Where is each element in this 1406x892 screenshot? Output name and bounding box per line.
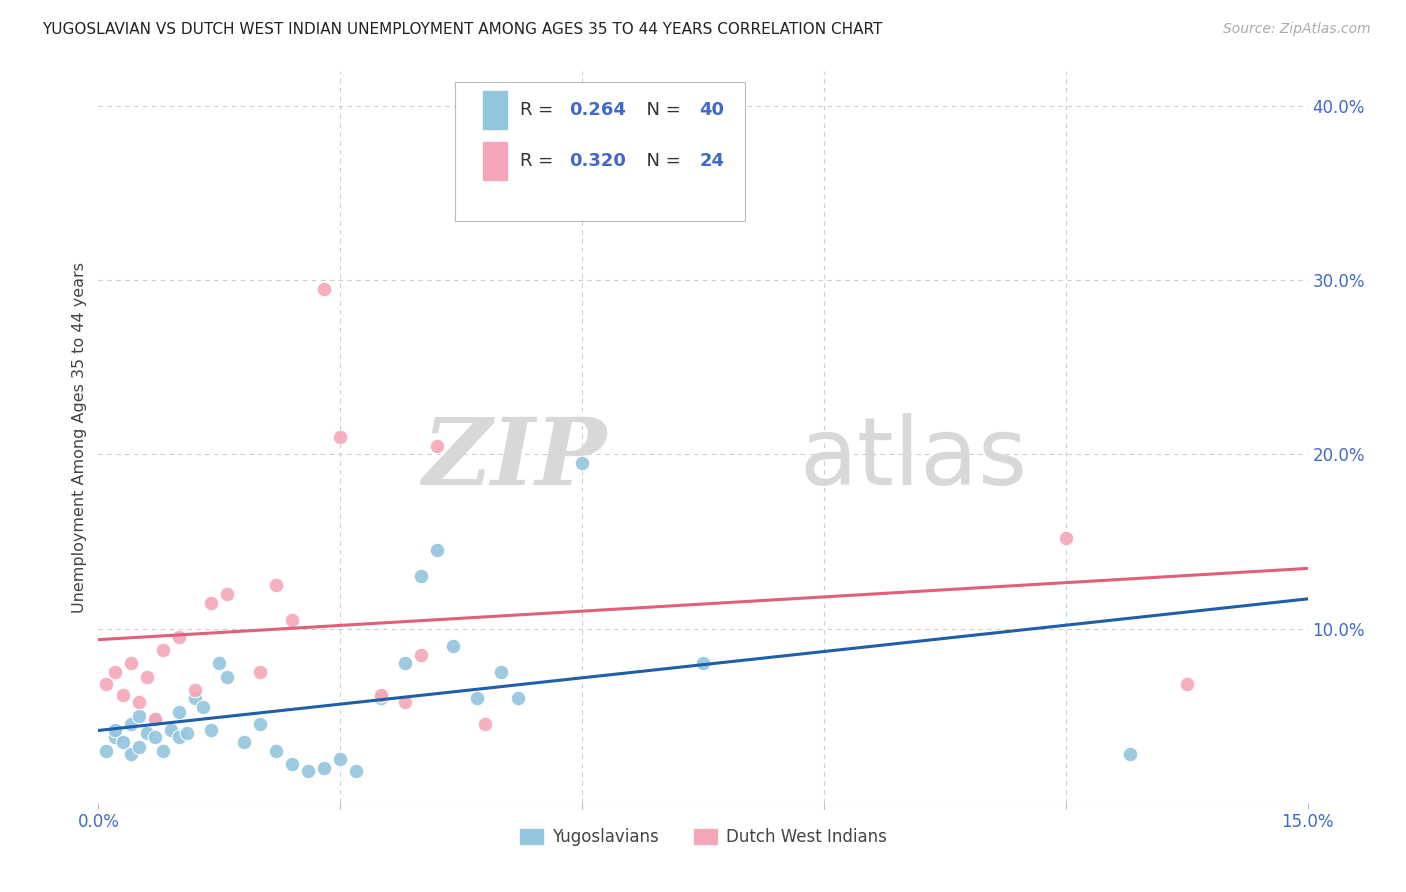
Point [167, 705, 190, 719]
Point [167, 730, 190, 744]
Point [394, 695, 416, 709]
Point [193, 700, 215, 714]
Legend: Yugoslavians, Dutch West Indians: Yugoslavians, Dutch West Indians [513, 822, 893, 853]
Bar [482, 90, 509, 130]
Point [314, 761, 336, 775]
Point [120, 717, 142, 731]
Point [249, 665, 271, 680]
Point [143, 712, 166, 726]
Point [692, 657, 714, 671]
Point [281, 613, 304, 627]
Point [1054, 531, 1077, 545]
Text: 0.264: 0.264 [569, 101, 626, 119]
Text: N =: N = [636, 152, 686, 170]
Point [120, 657, 142, 671]
Point [491, 665, 513, 680]
Point [370, 688, 392, 702]
Point [96, 743, 118, 757]
Point [120, 747, 142, 761]
Point [281, 757, 304, 772]
Point [394, 657, 416, 671]
Point [329, 752, 352, 766]
Point [297, 764, 319, 779]
Point [143, 730, 166, 744]
Point [465, 691, 488, 706]
Point [264, 578, 287, 592]
Point [184, 691, 207, 706]
Point [160, 723, 183, 737]
Point [441, 639, 464, 653]
Point [128, 695, 150, 709]
Text: 0.320: 0.320 [569, 152, 626, 170]
Point [135, 726, 157, 740]
Point [200, 595, 222, 609]
Point [135, 670, 157, 684]
Point [111, 735, 134, 749]
Point [208, 657, 231, 671]
Text: 40: 40 [699, 101, 724, 119]
Point [426, 439, 449, 453]
Point [1175, 677, 1198, 691]
Point [409, 569, 432, 583]
Point [409, 648, 432, 662]
Point [506, 691, 529, 706]
Point [103, 665, 125, 680]
Point [200, 723, 222, 737]
Text: N =: N = [636, 101, 686, 119]
Point [249, 717, 271, 731]
Point [344, 764, 367, 779]
Text: YUGOSLAVIAN VS DUTCH WEST INDIAN UNEMPLOYMENT AMONG AGES 35 TO 44 YEARS CORRELAT: YUGOSLAVIAN VS DUTCH WEST INDIAN UNEMPLO… [42, 22, 883, 37]
FancyBboxPatch shape [456, 82, 745, 221]
Point [217, 587, 239, 601]
Point [103, 723, 125, 737]
Point [474, 717, 496, 731]
Point [176, 726, 198, 740]
Point [167, 631, 190, 645]
Point [96, 677, 118, 691]
Point [143, 712, 166, 726]
Point [264, 743, 287, 757]
Point [128, 708, 150, 723]
Point [217, 670, 239, 684]
Point [1119, 747, 1142, 761]
Point [152, 743, 174, 757]
Point [111, 688, 134, 702]
Y-axis label: Unemployment Among Ages 35 to 44 years: Unemployment Among Ages 35 to 44 years [72, 261, 87, 613]
Point [370, 691, 392, 706]
Text: atlas: atlas [800, 413, 1028, 505]
Bar [482, 141, 509, 181]
Text: R =: R = [520, 101, 560, 119]
Text: ZIP: ZIP [422, 414, 606, 504]
Point [103, 730, 125, 744]
Point [426, 543, 449, 558]
Point [152, 642, 174, 657]
Point [184, 682, 207, 697]
Point [232, 735, 254, 749]
Point [571, 456, 593, 470]
Text: 24: 24 [699, 152, 724, 170]
Text: Source: ZipAtlas.com: Source: ZipAtlas.com [1223, 22, 1371, 37]
Text: R =: R = [520, 152, 560, 170]
Point [314, 282, 336, 296]
Point [329, 430, 352, 444]
Point [128, 740, 150, 755]
